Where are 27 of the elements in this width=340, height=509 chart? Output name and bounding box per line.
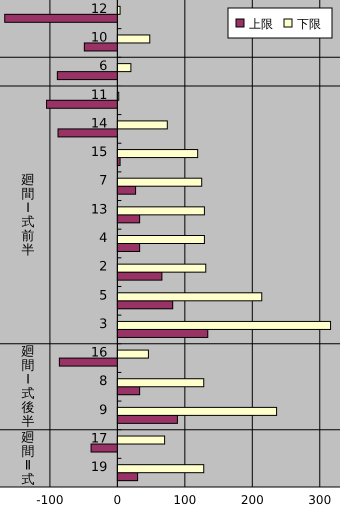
annotation: 廻間Ⅰ式後半 bbox=[20, 344, 34, 430]
y-tick-label: 19 bbox=[90, 460, 108, 476]
legend-label: 上限 bbox=[249, 17, 273, 31]
x-tick-label: 200 bbox=[240, 493, 264, 507]
y-tick-label: 11 bbox=[90, 88, 108, 103]
annotation: 廻間Ⅱ式 bbox=[20, 430, 34, 488]
y-tick-label: 17 bbox=[90, 432, 108, 447]
annotation: 廻間Ⅰ式前半 bbox=[20, 172, 34, 258]
y-tick-label: 12 bbox=[90, 2, 108, 17]
y-tick-label: 6 bbox=[99, 59, 108, 74]
y-tick-label: 14 bbox=[90, 116, 108, 132]
y-tick-label: 15 bbox=[90, 145, 108, 160]
legend-label: 下限 bbox=[297, 17, 321, 31]
y-tick-label: 9 bbox=[99, 402, 108, 418]
x-tick-label: 0 bbox=[114, 493, 122, 507]
y-tick-label: 2 bbox=[99, 260, 108, 275]
y-tick-label: 8 bbox=[99, 374, 108, 390]
x-tick-label: -100 bbox=[36, 493, 64, 507]
y-tick-label: 5 bbox=[99, 288, 108, 304]
y-tick-label: 16 bbox=[90, 346, 108, 361]
x-tick-label: 100 bbox=[173, 493, 196, 507]
y-tick-label: 10 bbox=[90, 30, 108, 46]
y-tick-label: 3 bbox=[99, 316, 108, 332]
x-tick-label: 300 bbox=[308, 493, 332, 507]
y-tick-label: 4 bbox=[99, 231, 108, 246]
y-tick-label: 13 bbox=[90, 202, 108, 218]
y-tick-label: 7 bbox=[99, 174, 108, 189]
